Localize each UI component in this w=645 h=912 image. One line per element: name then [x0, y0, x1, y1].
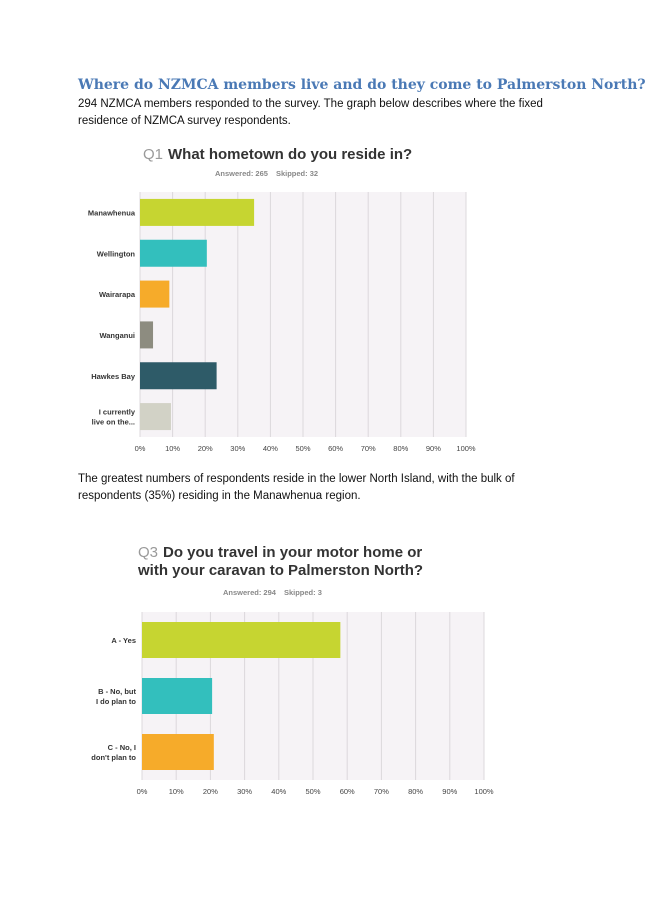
q3-x-tick-label: 0% [137, 787, 148, 796]
q1-title-text: What hometown do you reside in? [168, 146, 412, 163]
q1-x-tick-label: 0% [135, 444, 146, 453]
q3-question-number: Q3 [138, 544, 158, 561]
q3-x-tick-label: 100% [474, 787, 494, 796]
intro-paragraph: 294 NZMCA members responded to the surve… [78, 98, 543, 127]
q1-category-label: Wellington [97, 249, 136, 258]
q1-x-tick-label: 100% [456, 444, 476, 453]
q1-category-label: Manawhenua [88, 208, 136, 217]
q3-skipped-count: Skipped: 3 [284, 588, 322, 597]
section-heading: Where do NZMCA members live and do they … [78, 77, 645, 93]
q3-x-tick-label: 70% [374, 787, 389, 796]
q1-x-tick-label: 40% [263, 444, 278, 453]
q3-response-stats: Answered: 294 Skipped: 3 [223, 588, 322, 597]
q3-title-line: Q3 Do you travel in your motor home or [138, 544, 422, 561]
q1-x-tick-label: 10% [165, 444, 180, 453]
q3-category-label: I do plan to [96, 697, 136, 706]
q1-response-stats: Answered: 265 Skipped: 32 [215, 169, 318, 178]
q1-x-tick-label: 20% [198, 444, 213, 453]
q1-bar [140, 239, 207, 267]
q3-x-tick-label: 20% [203, 787, 218, 796]
q1-category-label: live on the... [92, 418, 135, 427]
summary-paragraph: The greatest numbers of respondents resi… [78, 473, 515, 502]
q3-x-tick-label: 60% [340, 787, 355, 796]
q1-bar [140, 362, 217, 390]
q1-chart-svg: Q1 What hometown do you reside in? Answere… [88, 146, 476, 453]
q1-x-tick-label: 80% [393, 444, 408, 453]
q1-category-label: Hawkes Bay [91, 372, 136, 381]
q1-bar [140, 403, 171, 431]
q3-x-tick-label: 30% [237, 787, 252, 796]
q1-bar [140, 321, 154, 349]
q3-title-text: Do you travel in your motor home or [163, 544, 422, 561]
q3-category-label: C - No, I [108, 743, 136, 752]
q1-x-tick-label: 60% [328, 444, 343, 453]
q1-category-label: Wairarapa [99, 290, 136, 299]
q1-skipped-count: Skipped: 32 [276, 169, 318, 178]
q3-bar [142, 734, 214, 770]
q1-bar [140, 198, 255, 226]
q1-category-label: I currently [99, 408, 136, 417]
q3-x-tick-label: 90% [442, 787, 457, 796]
q3-chart: Q3 Do you travel in your motor home or wit… [78, 540, 498, 805]
q1-x-tick-label: 30% [230, 444, 245, 453]
q3-category-label: don't plan to [91, 753, 136, 762]
q3-x-tick-label: 10% [169, 787, 184, 796]
q3-title-line: with your caravan to Palmerston North? [137, 562, 423, 579]
q1-x-tick-label: 90% [426, 444, 441, 453]
q3-x-tick-label: 80% [408, 787, 423, 796]
q3-answered-count: Answered: 294 [223, 588, 277, 597]
q1-x-tick-label: 70% [361, 444, 376, 453]
q1-question-number: Q1 [143, 146, 163, 163]
q3-chart-svg: Q3 Do you travel in your motor home orwit… [91, 544, 494, 796]
q1-x-tick-label: 50% [295, 444, 310, 453]
q1-title-line: Q1 What hometown do you reside in? [143, 146, 412, 163]
q1-category-label: Wanganui [99, 331, 135, 340]
q1-answered-count: Answered: 265 [215, 169, 268, 178]
q3-bar [142, 678, 213, 714]
q1-bar [140, 280, 170, 308]
q3-bar [142, 622, 341, 658]
q3-category-label: B - No, but [98, 687, 136, 696]
q3-category-label: A - Yes [111, 636, 136, 645]
q3-x-tick-label: 50% [305, 787, 320, 796]
q3-x-tick-label: 40% [271, 787, 286, 796]
q1-chart: Q1 What hometown do you reside in? Answere… [78, 140, 478, 458]
